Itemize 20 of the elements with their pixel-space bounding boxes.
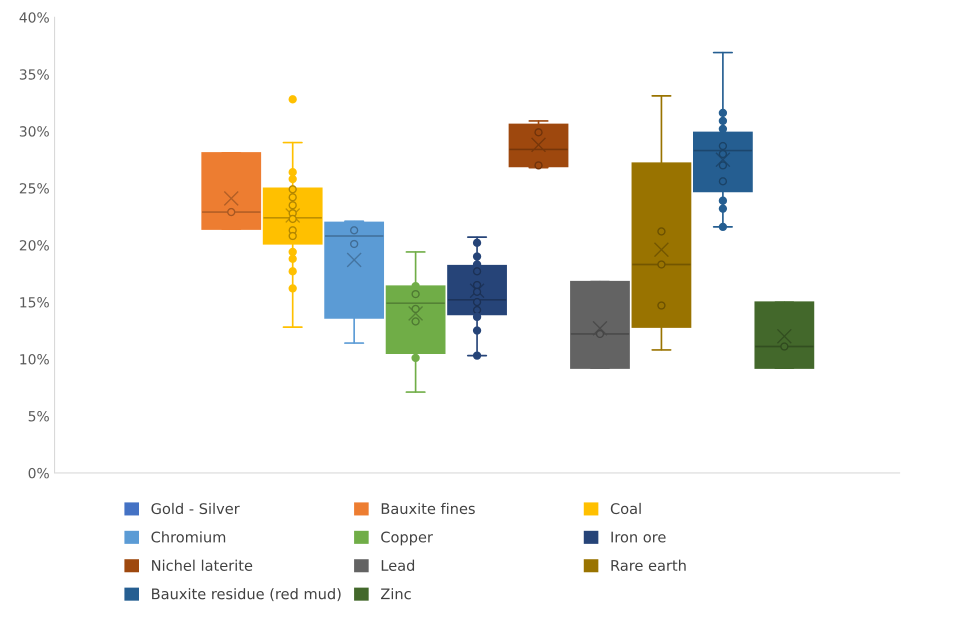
y-tick-label: 20% <box>20 240 49 251</box>
legend-label: Lead <box>382 560 414 571</box>
y-tick-label: 15% <box>20 297 49 308</box>
legend-label: Gold - Silver <box>151 502 240 514</box>
y-tick-label: 5% <box>28 410 49 422</box>
legend-label: Zinc <box>380 588 411 600</box>
legend-label: Bauxite residue (red mud) <box>152 588 341 602</box>
legend-label: Nichel laterite <box>152 560 252 571</box>
y-tick-label: 40% <box>19 12 49 23</box>
y-tick-label: 25% <box>20 183 49 194</box>
legend-label: Chromium <box>151 531 226 543</box>
legend-label: Rare earth <box>611 560 686 571</box>
y-tick-label: 30% <box>20 126 49 137</box>
legend-label: Coal <box>610 502 641 514</box>
y-tick-label: 0% <box>28 468 49 478</box>
legend-label: Iron ore <box>611 532 666 543</box>
legend-label: Bauxite fines <box>382 502 475 514</box>
y-tick-label: 35% <box>20 69 49 80</box>
legend-label: Copper <box>381 532 433 546</box>
y-tick-label: 10% <box>20 354 49 365</box>
